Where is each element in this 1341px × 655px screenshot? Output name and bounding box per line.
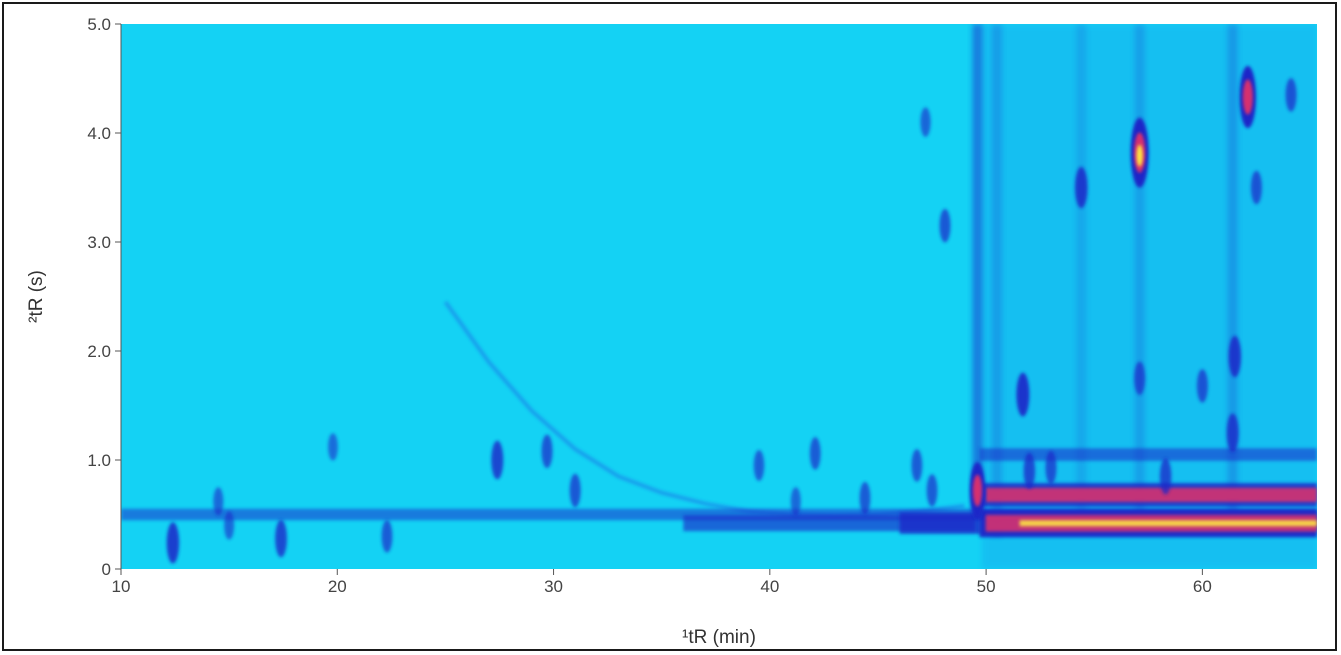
peak (1196, 369, 1208, 403)
band-core (985, 487, 1317, 502)
band-apex (1019, 520, 1317, 527)
peak (1134, 361, 1146, 396)
streak (1134, 24, 1145, 526)
axes: 10 20 30 40 50 60 0 1.0 2.0 3.0 4.0 5.0 (87, 15, 1211, 596)
band (899, 512, 982, 534)
x-tick-label: 50 (977, 577, 996, 596)
peak (1159, 458, 1172, 495)
peak (541, 434, 553, 469)
peak (753, 449, 765, 481)
peak-apex (1136, 144, 1143, 167)
streak (991, 24, 1002, 537)
peak-core (1242, 79, 1253, 115)
y-axis-label: ²tR (s) (26, 270, 47, 323)
band (121, 508, 1317, 521)
y-tick-label: 1.0 (87, 451, 111, 470)
x-tick-label: 40 (760, 577, 779, 596)
peak (790, 487, 801, 516)
peak (275, 519, 287, 558)
y-tick-label: 4.0 (87, 124, 111, 143)
y-tick-label: 0 (102, 560, 111, 579)
x-tick-label: 20 (328, 577, 347, 596)
peak (328, 433, 338, 461)
peak-core (972, 474, 983, 507)
x-tick-label: 30 (544, 577, 563, 596)
peak (166, 522, 180, 564)
peak (809, 437, 821, 470)
peak (920, 107, 931, 137)
x-tick-label: 10 (112, 577, 131, 596)
peak (213, 487, 224, 516)
late-region-shade (981, 24, 1317, 569)
peak (926, 474, 938, 507)
peak (1226, 413, 1239, 453)
peak (1016, 372, 1030, 417)
peak (381, 520, 393, 553)
peak (224, 511, 235, 540)
streak (1076, 24, 1087, 526)
peak (569, 473, 581, 508)
peak (1228, 335, 1242, 378)
peak (1075, 166, 1088, 209)
peak (1023, 452, 1036, 489)
y-tick-label: 3.0 (87, 233, 111, 252)
peak (939, 208, 951, 243)
peak (1045, 450, 1057, 485)
peak (491, 440, 504, 480)
plot-content (121, 24, 1317, 569)
streak (972, 24, 983, 515)
streak (1227, 24, 1238, 515)
peak (911, 449, 923, 482)
peak (859, 481, 871, 515)
x-axis-label: ¹tR (min) (682, 627, 756, 648)
x-tick-label: 60 (1193, 577, 1212, 596)
y-tick-label: 5.0 (87, 15, 111, 34)
peak (1250, 170, 1262, 205)
peak (1285, 78, 1297, 112)
y-tick-label: 2.0 (87, 342, 111, 361)
